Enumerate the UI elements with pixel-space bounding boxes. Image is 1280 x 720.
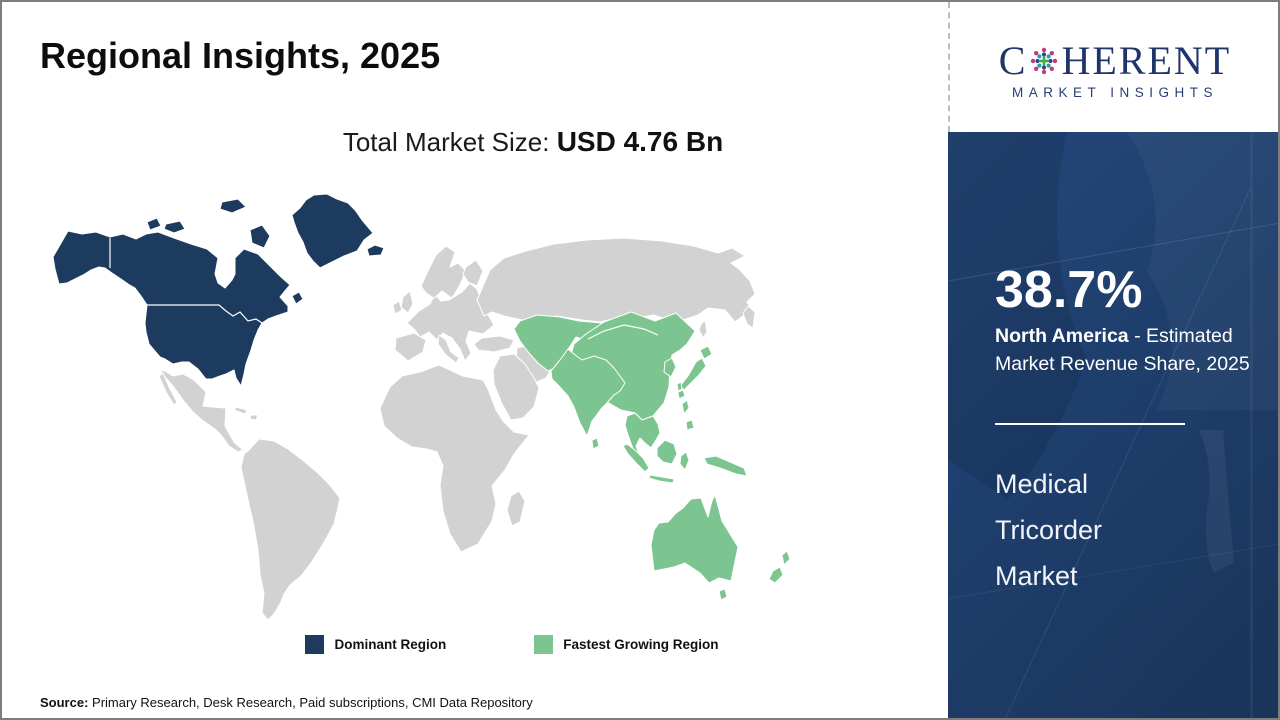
map-legend: Dominant Region Fastest Growing Region	[2, 635, 952, 654]
brand-letters-rest: HERENT	[1061, 37, 1232, 83]
brand-logo: C HERENT MARKET IN	[948, 2, 1278, 132]
fastest-growing-region-label: Fastest Growing Region	[563, 637, 719, 652]
dominant-region-label: Dominant Region	[334, 637, 447, 652]
fastest-growing-region-swatch	[534, 635, 554, 654]
logo-globe-icon	[1031, 47, 1058, 74]
page-title: Regional Insights, 2025	[40, 35, 441, 76]
market-name: Medical Tricorder Market	[995, 469, 1103, 591]
total-market-size-label: Total Market Size:	[342, 127, 550, 157]
market-share-region: North America	[995, 325, 1129, 347]
market-share-value: 38.7%	[995, 261, 1143, 319]
market-share-description: North America - Estimated Market Revenue…	[995, 322, 1251, 378]
brand-letter-c: C	[998, 37, 1028, 83]
source-text: Primary Research, Desk Research, Paid su…	[92, 695, 533, 710]
source-label: Source:	[40, 695, 89, 710]
border-mongolia-china	[587, 324, 659, 340]
region-asia-pacific	[513, 311, 791, 601]
panel-map-texture	[948, 132, 1278, 718]
region-other-land	[158, 237, 756, 621]
world-map-svg	[52, 193, 791, 621]
border-us-canada	[147, 304, 263, 324]
total-market-size: Total Market Size: USD 4.76 Bn	[2, 126, 952, 158]
world-map	[22, 188, 812, 628]
brand-tagline: MARKET INSIGHTS	[1011, 84, 1219, 100]
source-note: Source: Primary Research, Desk Research,…	[40, 695, 533, 710]
highlight-panel: 38.7% North America - Estimated Market R…	[948, 132, 1278, 718]
panel-divider	[995, 423, 1185, 425]
brand-wordmark: C HERENT	[998, 37, 1232, 83]
legend-item-fastest-growing: Fastest Growing Region	[534, 635, 719, 654]
total-market-size-value: USD 4.76 Bn	[556, 126, 724, 157]
legend-item-dominant: Dominant Region	[305, 635, 446, 654]
region-north-america	[52, 193, 385, 387]
dominant-region-swatch	[305, 635, 325, 654]
market-share-text: - Estimated Market Revenue Share, 2025	[995, 325, 1250, 376]
